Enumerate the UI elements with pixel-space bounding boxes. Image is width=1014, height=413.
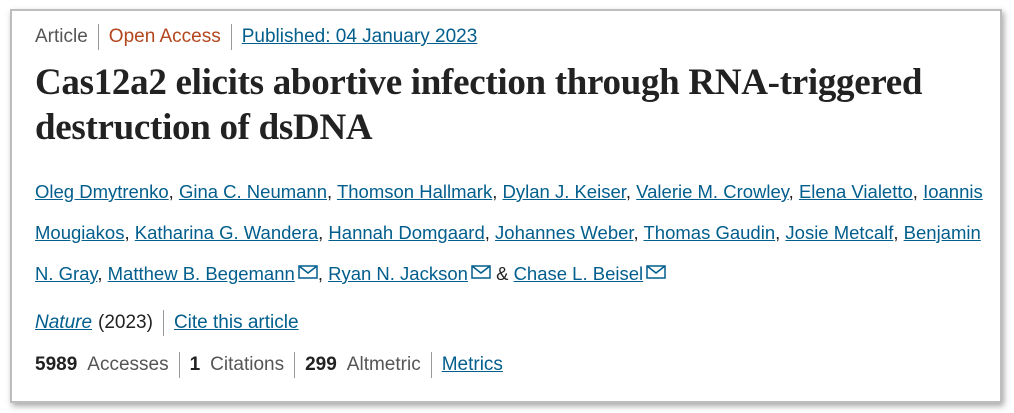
separator: , bbox=[893, 222, 899, 243]
metric-value: 1 bbox=[189, 354, 201, 375]
author: Gina C. Neumann, bbox=[179, 181, 332, 202]
mail-icon[interactable] bbox=[471, 265, 491, 279]
mail-icon[interactable] bbox=[298, 265, 318, 279]
author-link[interactable]: Thomas Gaudin bbox=[643, 222, 776, 243]
author: Hannah Domgaard, bbox=[328, 222, 489, 243]
author-link[interactable]: Matthew B. Begemann bbox=[107, 263, 295, 284]
separator: , bbox=[625, 181, 632, 202]
separator: , bbox=[484, 222, 490, 243]
cite-link[interactable]: Cite this article bbox=[173, 312, 299, 333]
author: Dylan J. Keiser, bbox=[503, 181, 632, 202]
author: Johannes Weber, bbox=[495, 222, 639, 243]
metric-label: Citations bbox=[210, 354, 285, 375]
author-link[interactable]: Josie Metcalf bbox=[785, 222, 894, 243]
author: Thomas Gaudin, bbox=[644, 222, 781, 243]
author: Chase L. Beisel bbox=[514, 263, 667, 284]
meta-row: Article Open Access Published: 04 Januar… bbox=[35, 22, 990, 52]
author-link[interactable]: Dylan J. Keiser bbox=[502, 181, 626, 202]
author-link[interactable]: Hannah Domgaard bbox=[328, 222, 485, 243]
author-link[interactable]: Johannes Weber bbox=[495, 222, 634, 243]
title: Cas12a2 elicits abortive infection throu… bbox=[35, 62, 923, 148]
article-header: Article Open Access Published: 04 Januar… bbox=[35, 19, 990, 380]
author: Katharina G. Wandera, bbox=[135, 222, 324, 243]
metric-value: 5989 bbox=[35, 354, 78, 375]
author: Benjamin N. Gray, bbox=[35, 222, 981, 284]
separator: , bbox=[97, 263, 103, 284]
divider bbox=[97, 24, 99, 50]
author: Matthew B. Begemann, bbox=[108, 263, 323, 284]
separator: , bbox=[788, 181, 794, 202]
author: Thomson Hallmark, bbox=[337, 181, 497, 202]
frame: Article Open Access Published: 04 Januar… bbox=[10, 9, 1002, 403]
separator: , bbox=[124, 222, 130, 243]
author-link[interactable]: Thomson Hallmark bbox=[336, 181, 493, 202]
divider bbox=[230, 24, 232, 50]
metric-value: 299 bbox=[305, 354, 337, 375]
author-link[interactable]: Ryan N. Jackson bbox=[328, 263, 468, 284]
author-link[interactable]: Valerie M. Crowley bbox=[636, 181, 789, 202]
author-link[interactable]: Ioannis Mougiakos bbox=[35, 181, 983, 243]
author-link[interactable]: Oleg Dmytrenko bbox=[35, 181, 169, 202]
year: (2023) bbox=[98, 312, 153, 333]
access: Open Access bbox=[108, 26, 221, 47]
authors: Oleg Dmytrenko, Gina C. Neumann, Thomson… bbox=[35, 171, 990, 294]
journal-link[interactable]: Nature bbox=[35, 312, 93, 333]
author: Elena Vialetto, bbox=[799, 181, 918, 202]
separator: , bbox=[327, 181, 333, 202]
author: Josie Metcalf, bbox=[785, 222, 898, 243]
author: Ryan N. Jackson bbox=[328, 263, 491, 284]
divider bbox=[294, 352, 296, 378]
citation-row: Nature (2023) Cite this article bbox=[35, 308, 990, 338]
published-link[interactable]: Published: 04 January 2023 bbox=[241, 26, 478, 47]
author-link[interactable]: Benjamin N. Gray bbox=[35, 222, 981, 284]
divider bbox=[162, 310, 164, 336]
metric-label: Accesses bbox=[87, 354, 169, 375]
metrics-row: 5989 Accesses 1 Citations 299 Altmetric Metric… bbox=[35, 350, 990, 380]
conjunction: & bbox=[496, 263, 509, 284]
author: Valerie M. Crowley, bbox=[636, 181, 794, 202]
separator: , bbox=[317, 263, 323, 284]
author-link[interactable]: Gina C. Neumann bbox=[178, 181, 328, 202]
author: Oleg Dmytrenko, bbox=[35, 181, 174, 202]
author-link[interactable]: Elena Vialetto bbox=[798, 181, 913, 202]
divider bbox=[430, 352, 432, 378]
separator: , bbox=[168, 181, 174, 202]
separator: , bbox=[492, 181, 498, 202]
separator: , bbox=[318, 222, 324, 243]
metric-label: Altmetric bbox=[346, 354, 421, 375]
divider bbox=[178, 352, 180, 378]
separator: , bbox=[633, 222, 639, 243]
author-link[interactable]: Katharina G. Wandera bbox=[134, 222, 319, 243]
separator: , bbox=[775, 222, 781, 243]
mail-icon[interactable] bbox=[646, 265, 666, 279]
separator: , bbox=[912, 181, 918, 202]
article-type: Article bbox=[35, 26, 88, 47]
author-link[interactable]: Chase L. Beisel bbox=[513, 263, 644, 284]
metrics-link[interactable]: Metrics bbox=[441, 354, 503, 375]
author: Ioannis Mougiakos, bbox=[35, 181, 983, 243]
